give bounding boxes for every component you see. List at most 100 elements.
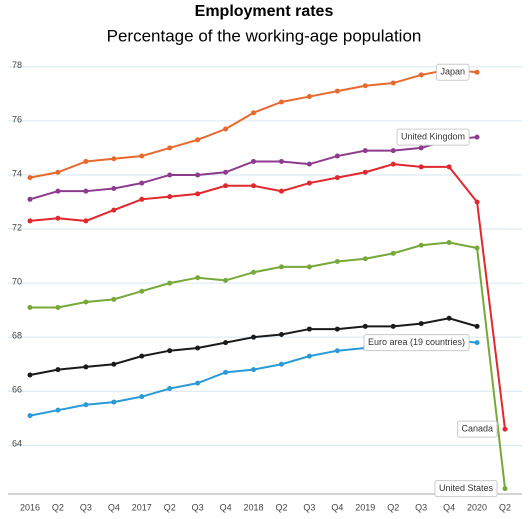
data-point <box>27 304 33 310</box>
y-tick-label: 74 <box>12 168 22 178</box>
data-point <box>334 326 340 332</box>
data-point <box>278 188 284 194</box>
data-point <box>334 175 340 181</box>
data-point <box>362 148 368 154</box>
data-point <box>27 372 33 378</box>
x-tick-label: Q3 <box>80 502 92 512</box>
data-point <box>167 194 173 200</box>
y-tick-label: 78 <box>12 60 22 70</box>
data-point <box>334 88 340 94</box>
data-point <box>474 69 480 75</box>
x-tick-label: Q4 <box>443 502 455 512</box>
x-tick-label: 2020 <box>467 502 487 512</box>
x-tick-label: Q3 <box>192 502 204 512</box>
data-point <box>474 340 480 346</box>
data-point <box>278 331 284 337</box>
data-point <box>167 386 173 392</box>
data-point <box>306 353 312 359</box>
series-label-box <box>434 480 498 498</box>
data-point <box>223 340 229 346</box>
data-point <box>251 269 257 275</box>
data-point <box>334 153 340 159</box>
data-point <box>362 169 368 175</box>
data-point <box>27 218 33 224</box>
data-point <box>251 367 257 373</box>
data-point <box>139 153 145 159</box>
data-point <box>502 426 508 432</box>
x-tick-label: 2018 <box>244 502 264 512</box>
data-point <box>278 99 284 105</box>
data-point <box>55 407 61 413</box>
data-point <box>306 326 312 332</box>
data-point <box>83 158 89 164</box>
data-point <box>111 361 117 367</box>
data-point <box>27 413 33 419</box>
data-point <box>390 148 396 154</box>
data-point <box>446 164 452 170</box>
data-point <box>195 380 201 386</box>
x-tick-label: 2017 <box>132 502 152 512</box>
data-point <box>139 196 145 202</box>
data-point <box>251 110 257 116</box>
series-line <box>29 163 506 430</box>
data-point <box>223 369 229 375</box>
data-point <box>195 345 201 351</box>
x-tick-label: Q2 <box>275 502 287 512</box>
chart-title: Employment rates <box>195 3 334 20</box>
data-point <box>278 264 284 270</box>
x-tick-label: Q2 <box>387 502 399 512</box>
data-point <box>83 188 89 194</box>
data-point <box>474 199 480 205</box>
data-point <box>55 304 61 310</box>
data-point <box>306 264 312 270</box>
data-point <box>306 94 312 100</box>
data-point <box>139 180 145 186</box>
chart-subtitle: Percentage of the working-age population <box>107 26 422 45</box>
data-point <box>223 183 229 189</box>
data-point <box>55 215 61 221</box>
data-point <box>55 169 61 175</box>
data-point <box>306 161 312 167</box>
data-point <box>55 188 61 194</box>
x-tick-label: 2016 <box>20 502 40 512</box>
x-tick-label: Q3 <box>415 502 427 512</box>
data-point <box>334 258 340 264</box>
x-tick-label: 2019 <box>355 502 375 512</box>
data-point <box>278 361 284 367</box>
data-point <box>362 323 368 329</box>
data-point <box>195 137 201 143</box>
series-label-box <box>396 128 470 146</box>
x-tick-label: Q2 <box>164 502 176 512</box>
data-point <box>334 348 340 354</box>
data-point <box>418 164 424 170</box>
data-point <box>251 158 257 164</box>
series-line <box>29 338 478 417</box>
series-line <box>30 241 506 489</box>
data-point <box>27 196 33 202</box>
data-point <box>362 256 368 262</box>
data-point <box>390 80 396 86</box>
y-tick-label: 70 <box>12 276 22 286</box>
data-point <box>418 72 424 78</box>
data-point <box>55 367 61 373</box>
series-label-box <box>456 420 498 438</box>
x-tick-label: Q4 <box>108 502 120 512</box>
series-label-box <box>363 334 470 352</box>
data-point <box>111 207 117 213</box>
data-point <box>83 218 89 224</box>
data-point <box>251 334 257 340</box>
x-tick-label: Q4 <box>220 502 232 512</box>
x-tick-label: Q4 <box>331 502 343 512</box>
data-point <box>502 486 508 492</box>
data-point <box>111 296 117 302</box>
x-tick-label: Q3 <box>303 502 315 512</box>
data-point <box>167 172 173 178</box>
data-point <box>418 321 424 327</box>
data-point <box>390 161 396 167</box>
data-point <box>390 250 396 256</box>
y-tick-label: 66 <box>12 385 22 395</box>
x-tick-label: Q2 <box>52 502 64 512</box>
data-point <box>111 185 117 191</box>
data-point <box>83 299 89 305</box>
